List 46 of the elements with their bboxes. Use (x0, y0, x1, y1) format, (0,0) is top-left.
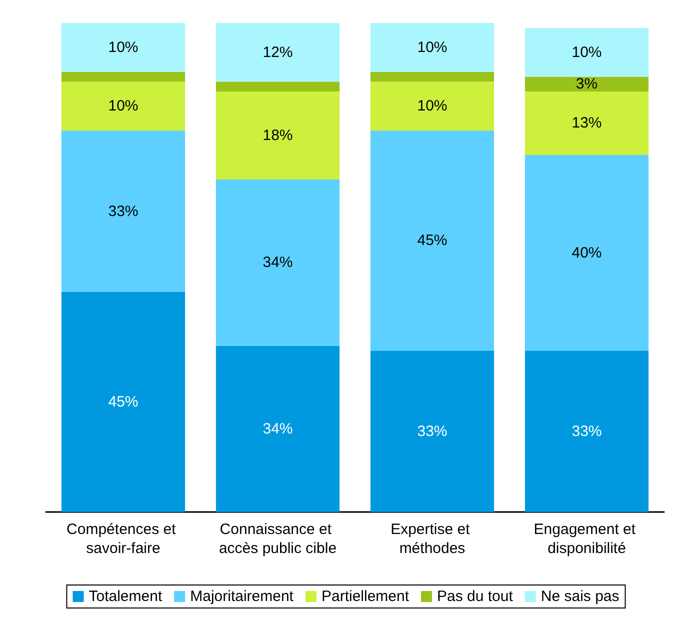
bar (524, 155, 649, 351)
bar (524, 28, 649, 77)
x-tick-label: Compétences et savoir-faire (66, 521, 180, 557)
legend-label: Pas du tout (437, 588, 514, 605)
legend-label: Ne sais pas (540, 588, 620, 605)
legend-label: Partiellement (321, 588, 410, 605)
data-label: 13% (572, 114, 602, 132)
data-label: 33% (108, 202, 138, 220)
data-label: 10% (108, 38, 138, 56)
legend-label: Totalement (88, 588, 163, 605)
bar (216, 91, 340, 180)
bar (370, 350, 494, 512)
x-tick-label: Connaissance et accès public cible (218, 521, 337, 557)
bar (61, 72, 186, 82)
bar (216, 346, 340, 512)
bar (61, 130, 186, 292)
bar (61, 23, 186, 72)
data-label: 33% (417, 422, 448, 440)
bar (370, 72, 494, 82)
bar (216, 23, 340, 82)
data-label: 18% (262, 126, 293, 144)
data-label: 10% (108, 98, 138, 115)
bar (216, 179, 340, 346)
bar (524, 350, 649, 512)
bar (524, 91, 649, 156)
x-tick-label: Engagement et disponibilité (534, 521, 640, 557)
data-label: 34% (262, 420, 293, 438)
data-label: 34% (262, 254, 293, 272)
data-label: 10% (417, 98, 448, 115)
data-label: 40% (572, 244, 602, 262)
bar (61, 82, 186, 131)
data-label: 12% (262, 44, 293, 61)
bar (216, 82, 340, 92)
bar (370, 82, 494, 131)
data-label: 3% (576, 76, 598, 93)
data-label: 45% (417, 232, 448, 250)
data-label: 10% (572, 44, 602, 61)
data-label: 10% (417, 38, 448, 56)
bar (370, 130, 494, 351)
legend-label: Majoritairement (190, 588, 294, 605)
bar (61, 292, 186, 512)
bar (524, 76, 649, 92)
data-label: 45% (108, 393, 138, 410)
data-label: 33% (572, 422, 602, 440)
x-tick-label: Expertise et méthodes (390, 521, 474, 557)
bar (370, 23, 494, 72)
